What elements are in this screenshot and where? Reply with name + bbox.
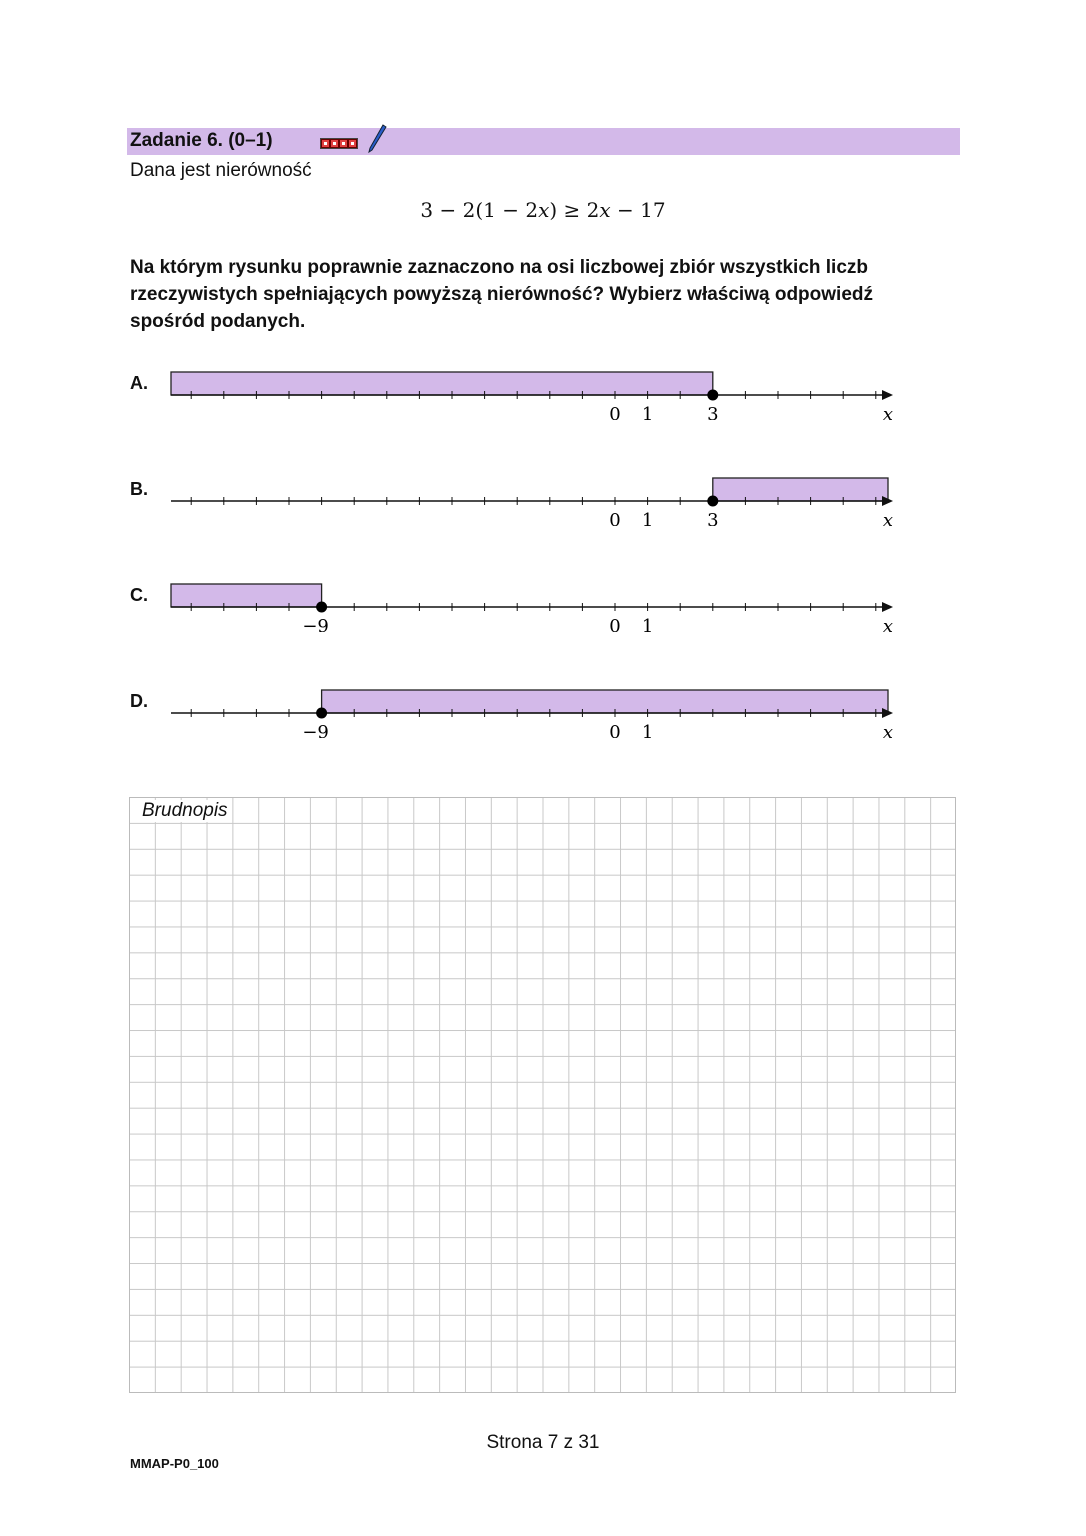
axis-arrow [882,602,893,612]
tick-label: −9 [302,722,329,738]
tick-label: 0 [609,616,620,632]
axis-arrow [882,708,893,718]
scratch-label: Brudnopis [140,800,230,822]
axis-arrow [882,390,893,400]
number-line-option-d: −9 0 1 x [171,689,893,738]
tick-label: 0 [609,722,620,738]
axis-label: x [883,616,893,632]
tick-label: 1 [642,722,653,738]
option-label[interactable]: B. [130,479,148,499]
tick-label: 0 [609,510,620,526]
closed-endpoint [316,601,328,613]
number-line-option-b: 0 1 3 x [171,477,893,526]
closed-endpoint [316,707,328,719]
tick-label: 3 [707,510,718,526]
number-line-option-a: 0 1 3 x [170,371,893,420]
tick-label: 1 [642,510,653,526]
axis-label: x [883,510,893,526]
solution-set-shading [712,477,889,502]
solution-set-shading [170,583,323,608]
scratch-grid: Brudnopis [129,797,956,1393]
solution-set-shading [170,371,714,396]
task-title: Zadanie 6. (0–1) [130,130,273,151]
option-label[interactable]: C. [130,585,148,605]
axis-label: x [883,722,893,738]
question-text: Na którym rysunku poprawnie zaznaczono n… [130,257,873,332]
exam-code: MMAP-P0_100 [130,1456,219,1471]
tick-label: 1 [642,404,653,420]
page-number: Strona 7 z 31 [486,1432,600,1453]
pen-icon [368,124,387,154]
tick-label: 0 [609,404,620,420]
tick-label: 1 [642,616,653,632]
tick-label: 3 [707,404,718,420]
tick-label: −9 [302,616,329,632]
number-line-option-c: −9 0 1 x [170,583,893,632]
intro-text: Dana jest nierówność [130,160,312,181]
option-label[interactable]: A. [130,373,148,393]
skill-boxes-icon [320,138,358,149]
task-header: Zadanie 6. (0–1) [127,124,960,155]
axis-arrow [882,496,893,506]
option-label[interactable]: D. [130,691,148,711]
solution-set-shading [320,689,889,714]
closed-endpoint [707,389,719,401]
inequality-formula: 3 − 2(1 − 2𝑥) ≥ 2𝑥 − 17 [420,198,666,222]
closed-endpoint [707,495,719,507]
axis-label: x [883,404,893,420]
